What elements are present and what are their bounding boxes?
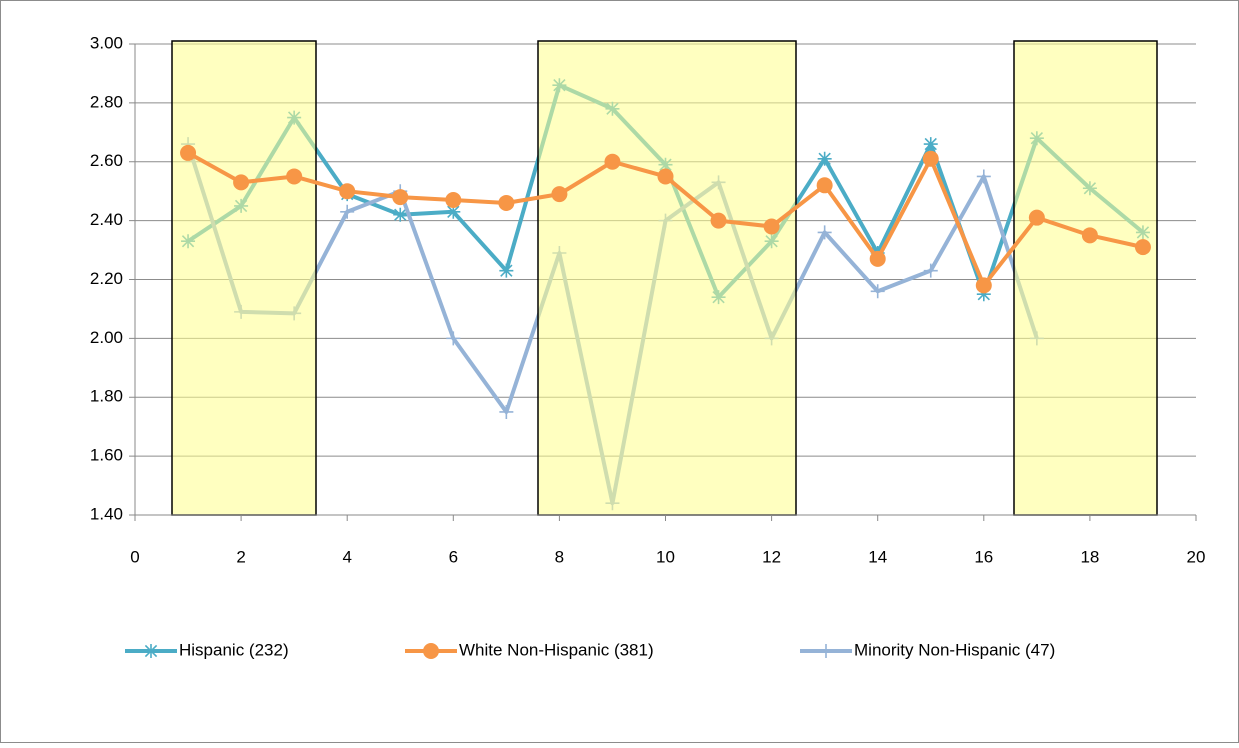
legend-label: White Non-Hispanic (381)	[459, 640, 654, 659]
y-tick-label: 1.80	[90, 387, 123, 406]
marker	[922, 150, 939, 167]
marker	[817, 225, 832, 240]
x-tick-label: 6	[449, 547, 458, 566]
x-tick-label: 4	[342, 547, 351, 566]
y-tick-label: 2.00	[90, 328, 123, 347]
x-tick-label: 18	[1080, 547, 1099, 566]
marker	[976, 287, 991, 302]
marker	[1028, 209, 1045, 226]
marker	[423, 643, 439, 659]
marker	[869, 250, 886, 267]
highlight-boxes	[171, 40, 1158, 516]
marker	[339, 183, 356, 200]
marker	[393, 207, 408, 222]
marker	[1081, 227, 1098, 244]
x-tick-label: 14	[868, 547, 887, 566]
marker	[763, 218, 780, 235]
y-tick-label: 3.00	[90, 33, 123, 52]
x-tick-label: 8	[555, 547, 564, 566]
marker	[445, 192, 462, 209]
marker	[975, 277, 992, 294]
marker	[551, 186, 568, 203]
highlight-box	[537, 40, 797, 516]
x-tick-label: 16	[974, 547, 993, 566]
y-tick-label: 2.60	[90, 151, 123, 170]
marker	[710, 212, 727, 229]
x-tick-label: 2	[236, 547, 245, 566]
y-tick-label: 2.40	[90, 210, 123, 229]
x-tick-label: 0	[130, 547, 139, 566]
marker	[286, 168, 303, 185]
y-tick-label: 1.60	[90, 446, 123, 465]
marker	[657, 168, 674, 185]
marker	[446, 204, 461, 219]
marker	[144, 644, 158, 658]
marker	[233, 174, 250, 191]
marker	[923, 263, 938, 278]
highlight-box	[1013, 40, 1158, 516]
highlight-box	[171, 40, 317, 516]
marker	[819, 644, 833, 658]
marker	[499, 263, 514, 278]
marker	[817, 151, 832, 166]
marker	[923, 137, 938, 152]
y-tick-label: 1.40	[90, 504, 123, 523]
marker	[1134, 239, 1151, 256]
marker	[180, 144, 197, 161]
marker	[499, 404, 514, 419]
marker	[340, 204, 355, 219]
marker	[498, 194, 515, 211]
marker	[976, 169, 991, 184]
x-tick-label: 10	[656, 547, 675, 566]
legend-label: Hispanic (232)	[179, 640, 289, 659]
marker	[870, 284, 885, 299]
marker	[816, 177, 833, 194]
marker	[446, 331, 461, 346]
y-tick-label: 2.80	[90, 92, 123, 111]
x-tick-label: 20	[1187, 547, 1206, 566]
y-tick-label: 2.20	[90, 269, 123, 288]
x-tick-label: 12	[762, 547, 781, 566]
marker	[604, 153, 621, 170]
legend-label: Minority Non-Hispanic (47)	[854, 640, 1055, 659]
marker	[392, 189, 409, 206]
